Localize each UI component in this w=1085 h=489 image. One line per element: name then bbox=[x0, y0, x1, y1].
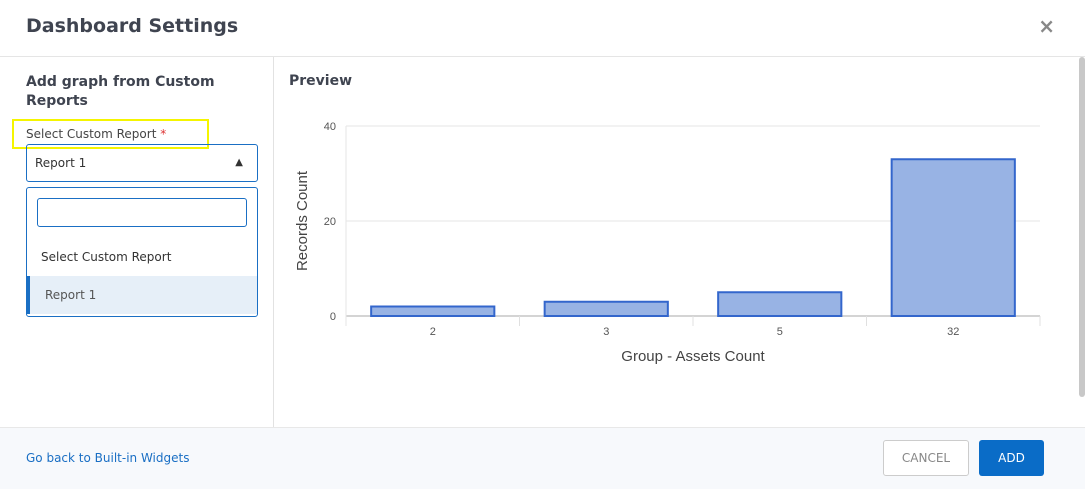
back-to-builtin-link[interactable]: Go back to Built-in Widgets bbox=[26, 451, 190, 465]
scrollbar[interactable] bbox=[1079, 57, 1085, 397]
bar-chart: 0 20 40 2 3 5 32 Group - Assets Count Records Co… bbox=[294, 121, 1041, 365]
x-axis-title: Group - Assets Count bbox=[621, 348, 765, 365]
report-dropdown: Select Custom Report Report 1 bbox=[26, 187, 258, 317]
add-button[interactable]: ADD bbox=[979, 440, 1044, 476]
x-tick-label: 3 bbox=[603, 326, 609, 338]
x-tick-label: 32 bbox=[947, 326, 959, 338]
dialog-header: Dashboard Settings × bbox=[0, 0, 1085, 57]
custom-report-panel: Add graph from Custom Reports bbox=[0, 57, 274, 427]
option-select-custom-report[interactable]: Select Custom Report bbox=[41, 250, 172, 264]
x-tick-label: 5 bbox=[777, 326, 783, 338]
x-tick-label: 2 bbox=[430, 326, 436, 338]
y-tick-label: 0 bbox=[330, 311, 336, 323]
y-tick-label: 20 bbox=[324, 216, 336, 228]
bar bbox=[890, 158, 1016, 317]
y-axis-title: Records Count bbox=[294, 170, 311, 271]
dialog-footer: Go back to Built-in Widgets CANCEL ADD bbox=[0, 427, 1085, 489]
highlight-box bbox=[12, 119, 209, 149]
required-mark: * bbox=[160, 127, 167, 141]
option-report-1[interactable]: Report 1 bbox=[27, 276, 257, 314]
y-tick-label: 40 bbox=[324, 121, 336, 133]
preview-title: Preview bbox=[289, 73, 353, 89]
panel-heading: Add graph from Custom Reports bbox=[26, 74, 215, 109]
close-icon[interactable]: × bbox=[1038, 14, 1055, 38]
bar bbox=[543, 300, 669, 317]
cancel-button[interactable]: CANCEL bbox=[883, 440, 969, 476]
field-label-text: Select Custom Report bbox=[26, 127, 157, 141]
bar bbox=[717, 291, 843, 317]
bar bbox=[370, 305, 496, 317]
field-label: Select Custom Report * bbox=[26, 126, 166, 142]
selected-value: Report 1 bbox=[35, 156, 87, 170]
caret-up-icon: ▲ bbox=[235, 157, 243, 168]
dropdown-search-input[interactable] bbox=[37, 198, 247, 227]
custom-report-select[interactable]: Report 1 ▲ bbox=[26, 144, 258, 182]
dialog-title: Dashboard Settings bbox=[26, 15, 239, 37]
